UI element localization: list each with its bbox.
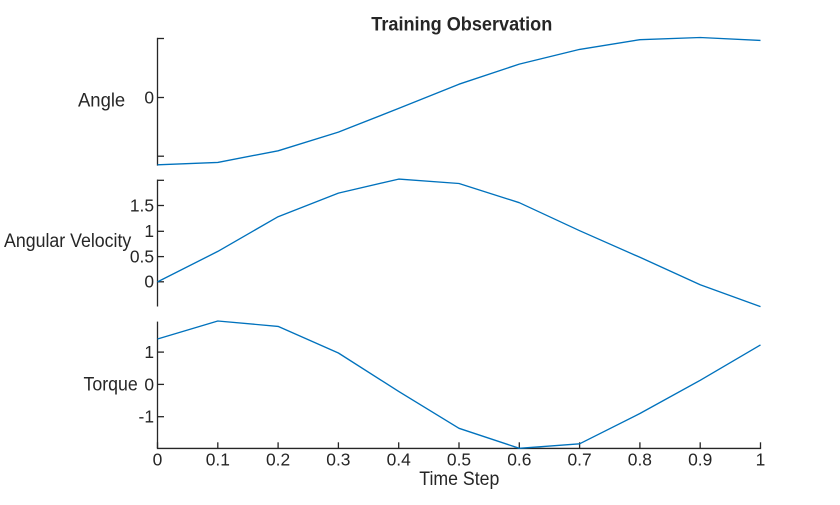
- svg-text:0: 0: [144, 374, 154, 394]
- svg-text:0: 0: [144, 272, 154, 292]
- svg-text:0.5: 0.5: [447, 449, 471, 469]
- svg-text:0.6: 0.6: [507, 449, 531, 469]
- svg-text:0.7: 0.7: [568, 449, 592, 469]
- svg-text:0.4: 0.4: [387, 449, 412, 469]
- svg-text:Torque: Torque: [84, 374, 138, 395]
- svg-text:Time Step: Time Step: [419, 469, 499, 490]
- svg-text:0: 0: [153, 449, 163, 469]
- svg-text:0.9: 0.9: [688, 449, 712, 469]
- svg-text:Training Observation: Training Observation: [371, 15, 552, 36]
- svg-text:0.8: 0.8: [628, 449, 652, 469]
- svg-text:Angular Velocity: Angular Velocity: [4, 231, 132, 252]
- svg-text:0: 0: [144, 87, 154, 107]
- svg-text:0.3: 0.3: [326, 449, 350, 469]
- svg-text:1: 1: [756, 449, 766, 469]
- svg-text:-1: -1: [139, 407, 154, 427]
- svg-text:1: 1: [144, 221, 154, 241]
- svg-text:1: 1: [144, 342, 154, 362]
- svg-text:Angle: Angle: [78, 91, 125, 112]
- svg-text:0.5: 0.5: [130, 247, 154, 267]
- svg-text:1.5: 1.5: [130, 195, 154, 215]
- svg-text:0.1: 0.1: [206, 449, 230, 469]
- svg-text:0.2: 0.2: [266, 449, 290, 469]
